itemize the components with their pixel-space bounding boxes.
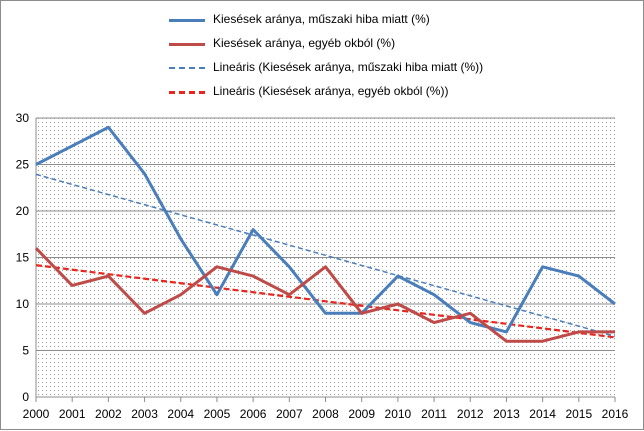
y-tick-label: 10 xyxy=(16,297,30,311)
series-line-0 xyxy=(35,125,616,334)
legend-item-trend-other: Lineáris (Kiesések aránya, egyéb okból (… xyxy=(169,81,639,105)
x-tick-label: 2004 xyxy=(167,407,194,421)
legend: Kiesések aránya, műszaki hiba miatt (%) … xyxy=(169,9,639,105)
legend-label-trend-technical: Lineáris (Kiesések aránya, műszaki hiba … xyxy=(213,60,484,74)
x-tick-label: 2002 xyxy=(95,407,122,421)
legend-item-technical: Kiesések aránya, műszaki hiba miatt (%) xyxy=(169,9,639,33)
y-tick-label: 0 xyxy=(22,390,29,404)
y-tick-label: 25 xyxy=(16,158,30,172)
series-line-1 xyxy=(34,247,615,343)
x-tick-label: 2006 xyxy=(240,407,267,421)
legend-label-trend-other: Lineáris (Kiesések aránya, egyéb okból (… xyxy=(213,84,449,98)
x-tick-label: 2009 xyxy=(348,407,375,421)
legend-swatch-trend-other xyxy=(169,91,205,94)
x-tick-label: 2010 xyxy=(385,407,412,421)
y-axis-tick-labels: 0 5 10 15 20 25 30 xyxy=(16,111,30,404)
legend-swatch-technical xyxy=(169,19,205,22)
x-tick-label: 2013 xyxy=(493,407,520,421)
x-tick-label: 2007 xyxy=(276,407,303,421)
legend-item-other: Kiesések aránya, egyéb okból (%) xyxy=(169,33,639,57)
trendline-2 xyxy=(35,173,616,337)
x-tick-label: 2014 xyxy=(529,407,556,421)
gridlines xyxy=(36,117,615,351)
series-layer xyxy=(34,125,616,343)
y-tick-label: 20 xyxy=(16,204,30,218)
y-tick-label: 30 xyxy=(16,111,30,125)
legend-label-other: Kiesések aránya, egyéb okból (%) xyxy=(213,36,396,50)
y-tick-label: 15 xyxy=(16,251,30,265)
y-tick-label: 5 xyxy=(22,344,29,358)
x-tick-label: 2003 xyxy=(131,407,158,421)
x-tick-label: 2000 xyxy=(23,407,50,421)
x-tick-label: 2012 xyxy=(457,407,484,421)
trendline-3 xyxy=(35,264,616,339)
x-tick-label: 2008 xyxy=(312,407,339,421)
x-tick-label: 2005 xyxy=(204,407,231,421)
legend-swatch-other xyxy=(169,43,205,46)
x-tick-label: 2001 xyxy=(59,407,86,421)
x-tick-label: 2016 xyxy=(602,407,629,421)
legend-swatch-trend-technical xyxy=(169,67,205,69)
x-axis-tick-labels: 2000 2001 2002 2003 2004 2005 2006 2007 2008 2009… xyxy=(23,397,629,421)
legend-label-technical: Kiesések aránya, műszaki hiba miatt (%) xyxy=(213,12,430,26)
legend-item-trend-technical: Lineáris (Kiesések aránya, műszaki hiba … xyxy=(169,57,639,81)
x-tick-label: 2011 xyxy=(421,407,447,421)
x-tick-label: 2015 xyxy=(565,407,592,421)
